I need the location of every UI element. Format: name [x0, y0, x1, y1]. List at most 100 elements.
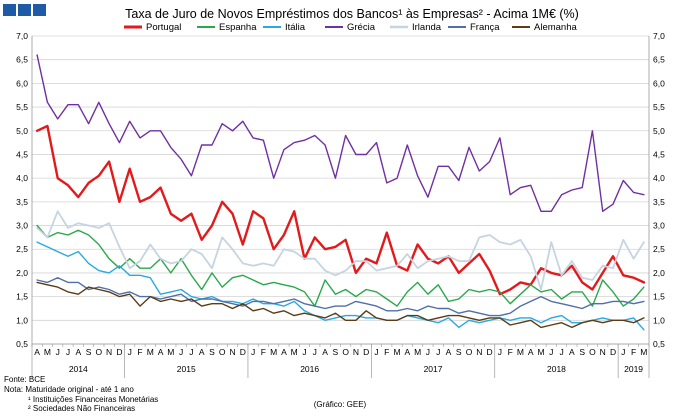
x-tick-label: F	[631, 347, 636, 357]
y-tick-label: 3,5	[16, 197, 28, 207]
x-tick-label: J	[498, 347, 502, 357]
y-tick-label: 5,0	[653, 126, 665, 136]
y-axis-right: 0,5 1,0 1,5 2,0 2,5 3,0 3,5 4,0 4,5 5,0 5,5 6,0 6,5 7…	[653, 31, 665, 349]
y-tick-label: 7,0	[16, 31, 28, 41]
x-tick-label: M	[44, 347, 51, 357]
x-tick-label: A	[34, 347, 40, 357]
x-tick-label: D	[363, 347, 369, 357]
x-tick-label: J	[66, 347, 70, 357]
series-line-espanha	[36, 224, 645, 307]
x-tick-label: J	[436, 347, 440, 357]
series-lines	[35, 54, 646, 331]
grid	[31, 35, 650, 345]
x-tick-label: J	[189, 347, 193, 357]
x-tick-label: M	[394, 347, 401, 357]
x-tick-label: D	[240, 347, 246, 357]
y-tick-label: 1,5	[653, 292, 665, 302]
x-tick-label: J	[549, 347, 553, 357]
x-tick-label: J	[179, 347, 183, 357]
y-tick-label: 6,0	[653, 78, 665, 88]
x-tick-label: M	[167, 347, 174, 357]
x-tick-label: N	[600, 347, 606, 357]
x-tick-label: J	[56, 347, 60, 357]
maturity-note: Nota: Maturidade original - até 1 ano	[4, 385, 134, 394]
series-line-alemanha	[36, 281, 645, 329]
y-tick-label: 4,5	[653, 149, 665, 159]
y-tick-label: 6,5	[16, 55, 28, 65]
x-tick-label: S	[86, 347, 92, 357]
chart-notes: Fonte: BCE Nota: Maturidade original - a…	[4, 375, 367, 413]
y-tick-label: 0,5	[653, 339, 665, 349]
y-tick-label: 2,0	[653, 268, 665, 278]
x-tick-label: O	[219, 347, 226, 357]
x-tick-label: D	[487, 347, 493, 357]
y-tick-label: 4,0	[653, 173, 665, 183]
year-label: 2014	[69, 364, 88, 374]
logo	[3, 4, 46, 16]
x-tick-label: A	[199, 347, 205, 357]
x-tick-label: O	[589, 347, 596, 357]
x-tick-label: M	[640, 347, 647, 357]
year-label: 2015	[177, 364, 196, 374]
legend-label-alemanha: Alemanha	[534, 22, 577, 33]
x-tick-label: J	[426, 347, 430, 357]
series-line-franca	[36, 277, 645, 317]
legend-label-grecia: Grécia	[347, 22, 376, 33]
year-label: 2018	[547, 364, 566, 374]
x-tick-label: J	[251, 347, 255, 357]
y-tick-label: 5,5	[653, 102, 665, 112]
y-tick-label: 2,0	[16, 268, 28, 278]
x-tick-label: S	[209, 347, 215, 357]
x-tick-label: A	[281, 347, 287, 357]
x-tick-label: D	[116, 347, 122, 357]
x-tick-label: A	[75, 347, 81, 357]
x-tick-label: J	[128, 347, 132, 357]
legend-label-portugal: Portugal	[146, 22, 181, 33]
x-tick-label: M	[517, 347, 524, 357]
y-tick-label: 1,5	[16, 292, 28, 302]
x-tick-label: F	[508, 347, 513, 357]
x-tick-label: A	[569, 347, 575, 357]
chart-title: Taxa de Juro de Novos Empréstimos dos Ba…	[125, 7, 579, 21]
y-tick-label: 1,0	[653, 315, 665, 325]
x-tick-label: O	[466, 347, 473, 357]
y-tick-label: 6,5	[653, 55, 665, 65]
y-tick-label: 4,0	[16, 173, 28, 183]
x-tick-label: A	[322, 347, 328, 357]
y-tick-label: 4,5	[16, 149, 28, 159]
x-tick-label: A	[528, 347, 534, 357]
y-tick-label: 3,5	[653, 197, 665, 207]
x-tick-label: S	[333, 347, 339, 357]
x-tick-label: F	[261, 347, 266, 357]
x-tick-label: N	[106, 347, 112, 357]
x-tick-label: S	[579, 347, 585, 357]
x-tick-label: J	[374, 347, 378, 357]
year-label: 2017	[424, 364, 443, 374]
x-tick-label: N	[476, 347, 482, 357]
legend-label-irlanda: Irlanda	[412, 22, 442, 33]
series-line-irlanda	[36, 210, 645, 291]
x-tick-label: N	[353, 347, 359, 357]
y-tick-label: 3,0	[653, 221, 665, 231]
y-tick-label: 2,5	[653, 244, 665, 254]
y-tick-label: 5,5	[16, 102, 28, 112]
y-axis-left: 0,5 1,0 1,5 2,0 2,5 3,0 3,5 4,0 4,5 5,0 5,5 6,0 6,5 7…	[16, 31, 28, 349]
chart-credit: (Gráfico: GEE)	[314, 400, 367, 409]
x-tick-label: J	[621, 347, 625, 357]
footnote-1: ¹ Instituições Financeiras Monetárias	[28, 395, 158, 404]
x-tick-label: O	[342, 347, 349, 357]
year-label: 2016	[300, 364, 319, 374]
x-tick-label: J	[559, 347, 563, 357]
x-tick-label: F	[384, 347, 389, 357]
x-tick-label: A	[446, 347, 452, 357]
x-tick-label: O	[96, 347, 103, 357]
y-tick-label: 0,5	[16, 339, 28, 349]
series-line-portugal	[35, 124, 646, 296]
y-tick-label: 3,0	[16, 221, 28, 231]
x-tick-label: M	[147, 347, 154, 357]
legend-label-franca: França	[470, 22, 500, 33]
x-tick-label: J	[313, 347, 317, 357]
y-tick-label: 6,0	[16, 78, 28, 88]
